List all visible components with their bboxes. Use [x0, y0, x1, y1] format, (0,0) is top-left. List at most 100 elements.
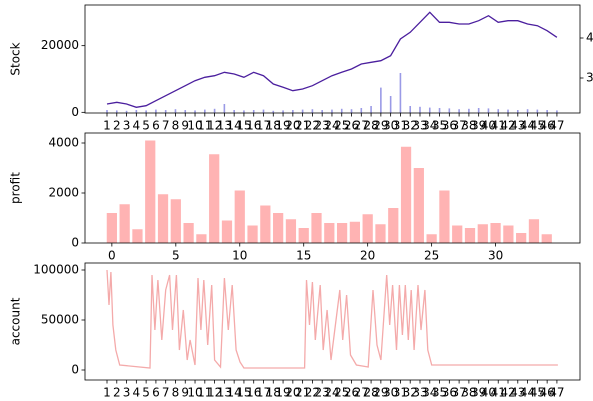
x-tick-label: 11 [197, 386, 212, 400]
volume-bar [507, 109, 509, 113]
x-tick-label: 19 [275, 119, 290, 133]
x-tick-label: 41 [491, 386, 506, 400]
bar [362, 214, 373, 243]
x-tick-label: 1 [103, 386, 111, 400]
x-tick-label: 3 [123, 386, 131, 400]
volume-bar [243, 110, 245, 113]
x-tick-label: 35 [432, 386, 447, 400]
bar [170, 199, 181, 243]
x-tick-label: 25 [334, 386, 349, 400]
x-tick-label: 35 [432, 119, 447, 133]
x-tick-label: 34 [422, 119, 437, 133]
x-tick-label: 15 [236, 386, 251, 400]
x-tick-label: 7 [162, 119, 170, 133]
x-tick-label: 26 [344, 119, 359, 133]
axes-frame [84, 4, 581, 114]
volume-bar [516, 110, 519, 113]
x-tick-label: 20 [285, 386, 300, 400]
bar [247, 225, 258, 243]
axes-frame [84, 262, 581, 381]
bar [375, 224, 386, 243]
x-tick-label: 21 [295, 119, 310, 133]
y2-tick-label: 4 [586, 31, 593, 45]
x-tick-label: 29 [373, 119, 388, 133]
x-tick-label: 27 [354, 119, 369, 133]
x-tick-label: 28 [363, 386, 378, 400]
bar [477, 224, 488, 243]
x-tick-label: 28 [363, 119, 378, 133]
volume-bar [497, 109, 500, 113]
x-tick-label: 15 [236, 119, 251, 133]
axes-frame [84, 132, 581, 244]
x-tick-label: 44 [520, 119, 535, 133]
volume-bar [556, 110, 558, 113]
x-tick-label: 20 [360, 249, 375, 263]
volume-bar [223, 104, 226, 113]
x-tick-label: 11 [197, 119, 212, 133]
x-tick-label: 33 [412, 386, 427, 400]
x-tick-label: 18 [266, 386, 281, 400]
x-tick-label: 42 [500, 119, 515, 133]
x-tick-label: 14 [227, 386, 242, 400]
y-axis-label: Stock [9, 42, 23, 75]
x-tick-label: 40 [481, 119, 496, 133]
volume-bar [135, 110, 138, 113]
bar [183, 223, 194, 243]
bar [503, 225, 514, 243]
y-tick-label: 0 [71, 236, 79, 250]
x-tick-label: 37 [451, 386, 466, 400]
y-tick-label: 0 [71, 363, 79, 377]
x-tick-label: 20 [285, 119, 300, 133]
x-tick-label: 23 [315, 386, 330, 400]
x-tick-label: 7 [162, 386, 170, 400]
bar [439, 190, 450, 243]
x-tick-label: 10 [232, 249, 247, 263]
x-tick-label: 27 [354, 386, 369, 400]
volume-bar [370, 106, 372, 113]
bar [426, 234, 437, 243]
y2-tick-label: 3 [586, 71, 593, 85]
bar [273, 213, 284, 243]
volume-bar [360, 108, 363, 113]
bar [413, 168, 424, 243]
bar [132, 229, 143, 243]
x-tick-label: 4 [133, 386, 141, 400]
volume-bar [164, 110, 167, 113]
x-tick-label: 36 [442, 119, 457, 133]
x-tick-label: 30 [488, 249, 503, 263]
volume-bar [350, 109, 353, 113]
x-tick-label: 30 [383, 386, 398, 400]
x-tick-label: 29 [373, 386, 388, 400]
x-tick-label: 38 [461, 386, 476, 400]
x-tick-label: 2 [113, 386, 121, 400]
x-tick-label: 14 [227, 119, 242, 133]
bar [490, 223, 501, 243]
bar [516, 233, 527, 243]
volume-bar [262, 109, 265, 113]
x-tick-label: 32 [403, 386, 418, 400]
y-tick-label: 0 [71, 105, 79, 119]
volume-bar [428, 107, 431, 113]
bar [400, 146, 412, 243]
x-tick-label: 24 [324, 386, 339, 400]
x-tick-label: 9 [181, 119, 189, 133]
bar [260, 205, 271, 243]
x-tick-label: 38 [461, 119, 476, 133]
x-tick-label: 10 [187, 119, 202, 133]
x-tick-label: 15 [296, 249, 311, 263]
volume-bar [301, 109, 304, 113]
x-tick-label: 22 [305, 386, 320, 400]
volume-bar [106, 110, 108, 113]
volume-bar [331, 109, 333, 113]
bar [145, 140, 156, 243]
bar [285, 219, 297, 243]
bar [106, 213, 117, 243]
volume-bar [213, 108, 216, 113]
x-tick-label: 23 [315, 119, 330, 133]
volume-bar [526, 109, 529, 113]
x-tick-label: 31 [393, 119, 408, 133]
x-tick-label: 42 [500, 386, 515, 400]
x-tick-label: 37 [451, 119, 466, 133]
volume-bar [115, 110, 118, 113]
